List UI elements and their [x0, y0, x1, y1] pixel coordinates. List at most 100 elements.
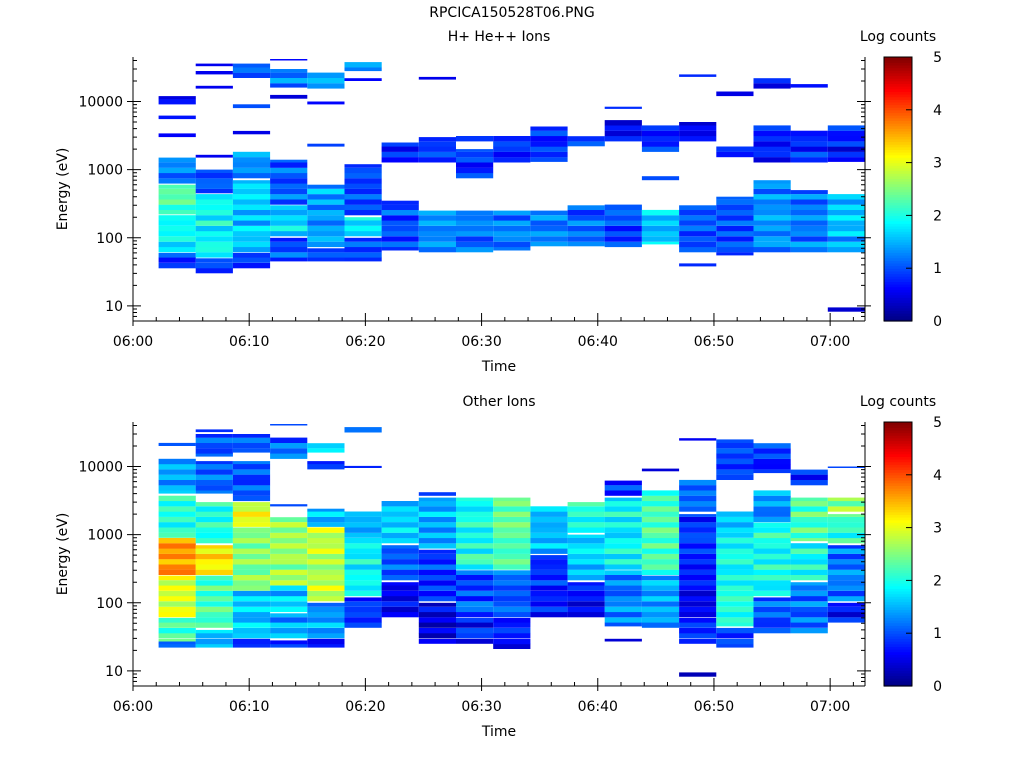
heatmap-cell	[753, 617, 791, 623]
colorbar-segment	[884, 247, 912, 251]
heatmap-cell	[418, 236, 456, 242]
heatmap-cell	[493, 210, 531, 216]
heatmap-cell	[790, 595, 828, 602]
heatmap-cell	[456, 595, 494, 602]
heatmap-cell	[493, 220, 531, 226]
heatmap-cell	[530, 506, 568, 512]
heatmap-cell	[827, 532, 865, 539]
heatmap-cell	[679, 527, 717, 533]
heatmap-cell	[493, 601, 531, 607]
heatmap-cell	[753, 183, 791, 189]
colorbar-segment	[884, 641, 912, 645]
heatmap-cell	[270, 606, 308, 613]
heatmap-cell	[456, 241, 494, 248]
heatmap-cell	[493, 146, 531, 152]
heatmap-cell	[195, 580, 233, 586]
heatmap-cell	[456, 506, 494, 512]
heatmap-cell	[753, 597, 791, 602]
heatmap-cell	[456, 162, 494, 168]
heatmap-cell	[158, 241, 196, 248]
heatmap-cell	[567, 585, 605, 591]
heatmap-cell	[530, 157, 568, 162]
heatmap-cell	[456, 516, 494, 523]
heatmap-cell	[827, 497, 865, 502]
heatmap-cell	[753, 141, 791, 147]
heatmap-cell	[790, 532, 828, 539]
heatmap-cell	[567, 606, 605, 613]
colorbar-segment	[884, 643, 912, 647]
colorbar-segment	[884, 104, 912, 108]
colorbar-tick-label: 2	[933, 208, 942, 224]
heatmap-cell	[641, 236, 680, 242]
heatmap-cell	[270, 442, 308, 449]
heatmap-cell	[604, 638, 642, 642]
heatmap-cell	[716, 511, 754, 517]
heatmap-cell	[679, 632, 717, 639]
heatmap-cell	[567, 527, 605, 533]
heatmap-cell	[158, 511, 196, 517]
colorbar-tick-label: 4	[933, 103, 942, 119]
x-tick-label: 06:40	[578, 699, 618, 715]
heatmap-cell	[493, 611, 531, 618]
heatmap-cell	[195, 537, 233, 544]
heatmap-cell	[641, 501, 680, 507]
heatmap-cell	[195, 502, 233, 507]
colorbar-segment	[884, 620, 912, 624]
heatmap-cell	[270, 532, 308, 539]
heatmap-cell	[641, 511, 680, 517]
heatmap-cell	[195, 220, 233, 226]
heatmap-cell	[456, 559, 494, 565]
heatmap-cell	[567, 537, 605, 544]
heatmap-cell	[716, 516, 754, 523]
heatmap-cell	[418, 241, 456, 248]
heatmap-cell	[753, 78, 791, 84]
heatmap-cell	[158, 262, 196, 269]
heatmap-cell	[456, 543, 494, 549]
heatmap-cell	[530, 574, 568, 581]
colorbar-segment	[884, 680, 912, 684]
heatmap-cell	[604, 225, 642, 232]
heatmap-cell	[307, 248, 345, 253]
heatmap-cell	[567, 141, 605, 147]
heatmap-cell	[530, 225, 568, 232]
heatmap-cell	[195, 71, 233, 75]
colorbar-segment	[884, 86, 912, 90]
heatmap-cell	[827, 506, 865, 512]
heatmap-cell	[679, 548, 717, 554]
colorbar-segment	[884, 477, 912, 481]
heatmap-cell	[753, 204, 791, 210]
colorbar-segment	[884, 252, 912, 256]
heatmap-cell	[381, 230, 419, 237]
heatmap-cell	[158, 225, 196, 232]
heatmap-cell	[493, 236, 531, 242]
colorbar-segment	[884, 451, 912, 455]
heatmap-cell	[270, 237, 308, 242]
heatmap-cell	[827, 204, 865, 210]
colorbar-segment	[884, 123, 912, 127]
heatmap-cell	[604, 570, 642, 575]
colorbar-segment	[884, 78, 912, 82]
heatmap-cell	[493, 511, 531, 517]
heatmap-cell	[270, 69, 308, 73]
heatmap-cell	[307, 548, 345, 554]
colorbar-segment	[884, 313, 912, 317]
heatmap-cell	[641, 220, 680, 226]
y-tick-label: 10	[105, 299, 123, 315]
heatmap-cell	[604, 506, 642, 512]
heatmap-cell	[307, 257, 345, 262]
y-tick-label: 10000	[78, 95, 123, 111]
heatmap-cell	[195, 442, 233, 449]
colorbar-segment	[884, 276, 912, 280]
heatmap-cell	[158, 194, 196, 200]
colorbar-segment	[884, 527, 912, 531]
y-tick-label: 10000	[78, 460, 123, 476]
heatmap-cell	[344, 67, 382, 72]
heatmap-cell	[344, 597, 382, 602]
heatmap-cell	[716, 601, 754, 607]
heatmap-cell	[307, 574, 345, 581]
heatmap-cell	[195, 199, 233, 205]
heatmap-cell	[827, 199, 865, 205]
heatmap-cell	[493, 580, 531, 586]
heatmap-cell	[456, 511, 494, 517]
heatmap-cell	[158, 580, 196, 586]
